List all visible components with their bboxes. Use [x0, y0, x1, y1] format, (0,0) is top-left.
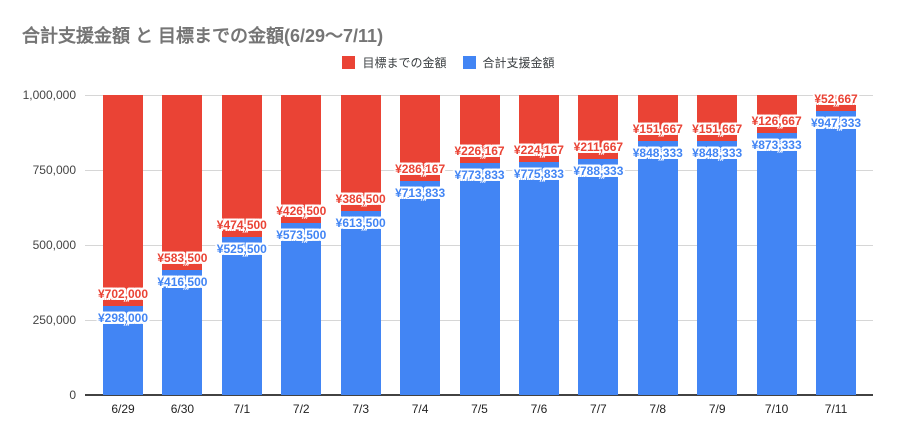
x-axis-tick-label: 7/6: [530, 402, 548, 416]
data-label-target-remaining: ¥151,667: [692, 121, 743, 136]
data-label-target-remaining: ¥226,167: [454, 143, 505, 158]
data-label-target-remaining: ¥126,667: [751, 114, 802, 128]
data-label-total-support: ¥775,833: [513, 167, 564, 182]
bar-segment-target-remaining: [281, 95, 322, 223]
data-label-total-support: ¥525,500: [216, 242, 267, 257]
bar-segment-target-remaining: [221, 95, 262, 238]
bar-segment-target-remaining: [816, 95, 857, 111]
x-axis-tick-label: 7/1: [233, 402, 251, 416]
bar-segment-total-support: [103, 305, 143, 395]
data-label-total-support: ¥573,500: [276, 227, 327, 242]
y-axis-tick-label: 750,000: [32, 163, 76, 177]
data-label-target-remaining: ¥224,167: [513, 143, 564, 158]
chart-title: 合計支援金額 と 目標までの金額(6/29～7/11): [22, 26, 384, 46]
data-label-total-support: ¥773,833: [454, 167, 505, 182]
x-axis-tick-label: 7/11: [824, 402, 848, 416]
y-axis-tick-label: 250,000: [32, 313, 76, 327]
bar-segment-target-remaining: [697, 95, 738, 141]
bar-segment-target-remaining: [756, 95, 797, 134]
x-axis-tick-label: 7/7: [590, 402, 607, 416]
bar-segment-target-remaining: [400, 95, 441, 181]
bar-segment-total-support: [578, 158, 619, 395]
data-label-target-remaining: ¥286,167: [395, 161, 446, 176]
data-label-total-support: ¥298,000: [97, 310, 149, 325]
plot-area: ¥702,000 ¥298,000 ¥583,500 ¥416,500 ¥474,500…: [85, 91, 873, 396]
bar-segment-total-support: [221, 237, 262, 395]
bar-segment-total-support: [816, 110, 857, 395]
bar-segment-target-remaining: [340, 95, 381, 211]
bar-segment-total-support: [340, 210, 381, 395]
data-label-target-remaining: ¥702,000: [97, 286, 149, 301]
x-axis-tick-label: 6/30: [170, 402, 195, 416]
bar-segment-target-remaining: [162, 95, 203, 271]
x-axis-tick-label: 7/9: [708, 402, 726, 416]
data-label-target-remaining: ¥474,500: [216, 218, 267, 233]
y-axis-tick-label: 0: [69, 388, 76, 402]
bar-segment-target-remaining: [578, 95, 619, 159]
bar-segment-total-support: [756, 133, 797, 395]
data-label-target-remaining: ¥386,500: [335, 191, 386, 206]
y-axis-tick-label: 500,000: [32, 238, 76, 252]
legend-label-total-support: 合計支援金額: [482, 56, 555, 70]
x-axis-line: [85, 394, 873, 396]
bar-segment-total-support: [637, 140, 678, 395]
legend-item-target-remaining: 目標までの金額: [342, 54, 447, 71]
bar-segment-total-support: [697, 140, 738, 395]
data-label-total-support: ¥416,500: [157, 275, 208, 290]
data-label-total-support: ¥713,833: [395, 185, 446, 200]
legend-item-total-support: 合計支援金額: [462, 54, 555, 71]
data-label-target-remaining: ¥211,667: [573, 139, 624, 154]
bar-segment-target-remaining: [518, 95, 559, 163]
bar-segment-total-support: [162, 270, 203, 395]
x-axis-tick-label: 7/10: [764, 402, 789, 416]
x-axis-tick-label: 7/3: [352, 402, 370, 416]
data-label-total-support: ¥848,333: [632, 145, 683, 160]
bar-segment-total-support: [459, 162, 500, 395]
data-label-total-support: ¥613,500: [335, 215, 386, 230]
legend-swatch-blue: [462, 56, 476, 69]
data-label-total-support: ¥947,333: [811, 115, 862, 130]
data-label-target-remaining: ¥426,500: [276, 203, 327, 218]
legend-swatch-red: [342, 56, 356, 69]
data-label-total-support: ¥873,333: [751, 138, 802, 152]
data-label-target-remaining: ¥151,667: [632, 121, 683, 136]
bar-segment-total-support: [518, 162, 559, 395]
data-label-target-remaining: ¥52,667: [814, 91, 858, 106]
bar-segment-target-remaining: [103, 95, 143, 306]
x-axis-tick-label: 7/2: [292, 402, 310, 416]
bar-segment-target-remaining: [459, 95, 500, 163]
data-label-total-support: ¥848,333: [692, 145, 743, 160]
bar-segment-target-remaining: [637, 95, 678, 141]
x-axis-tick-label: 7/5: [471, 402, 488, 416]
x-axis-tick-label: 6/29: [111, 402, 135, 416]
legend-label-target-remaining: 目標までの金額: [362, 56, 447, 70]
data-label-total-support: ¥788,333: [573, 163, 624, 178]
bar-segment-total-support: [281, 222, 322, 395]
data-label-target-remaining: ¥583,500: [157, 251, 208, 266]
x-axis-tick-label: 7/4: [411, 402, 429, 416]
bar-segment-total-support: [400, 180, 441, 395]
legend: 目標までの金額 合計支援金額: [0, 54, 897, 71]
y-axis-tick-label: 1,000,000: [22, 88, 76, 102]
x-axis-tick-label: 7/8: [649, 402, 667, 416]
